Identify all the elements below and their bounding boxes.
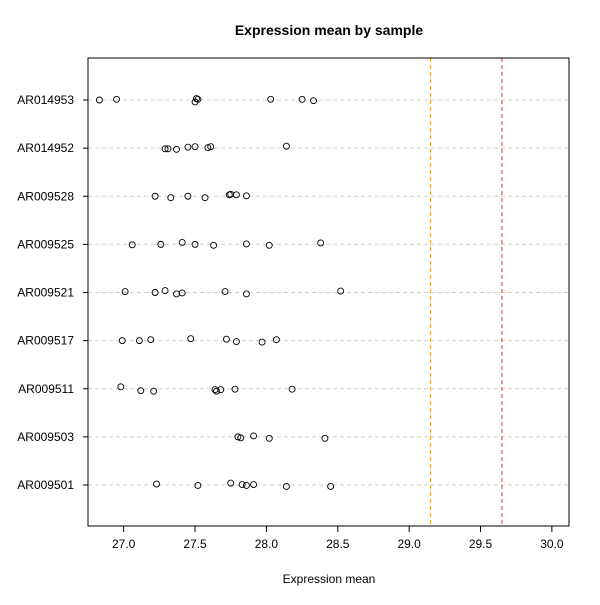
- data-point: [250, 481, 258, 488]
- data-point: [242, 240, 250, 248]
- data-point: [265, 241, 273, 249]
- data-point: [210, 241, 218, 249]
- x-tick-label: 27.0: [112, 537, 136, 551]
- data-point: [250, 432, 258, 440]
- data-point: [151, 289, 159, 296]
- data-point: [137, 387, 145, 395]
- data-point: [282, 482, 290, 490]
- data-point: [327, 482, 335, 490]
- data-point: [191, 240, 199, 248]
- y-tick-label: AR009503: [17, 430, 74, 444]
- data-point: [173, 290, 180, 298]
- data-point: [232, 338, 240, 346]
- data-point: [167, 194, 175, 202]
- data-point: [117, 383, 125, 391]
- data-point: [242, 192, 250, 200]
- data-point: [147, 336, 155, 344]
- data-point: [317, 239, 325, 247]
- data-point: [191, 143, 199, 151]
- data-point: [194, 95, 202, 103]
- data-point: [178, 238, 186, 246]
- data-point: [310, 97, 317, 105]
- data-point: [237, 434, 245, 442]
- y-tick-label: AR009525: [17, 237, 74, 251]
- x-tick-label: 30.0: [540, 537, 564, 551]
- data-point: [204, 144, 212, 152]
- data-point: [121, 288, 129, 295]
- points-layer: [95, 95, 345, 490]
- data-point: [184, 192, 192, 200]
- data-point: [232, 191, 240, 199]
- grid-layer: [88, 99, 569, 486]
- y-tick-label: AR009521: [17, 286, 74, 300]
- data-point: [242, 482, 250, 489]
- x-tick-label: 29.0: [397, 537, 421, 551]
- data-point: [231, 385, 239, 393]
- data-point: [288, 385, 296, 393]
- data-point: [153, 480, 160, 488]
- data-point: [161, 145, 169, 153]
- data-point: [258, 338, 266, 346]
- data-point: [184, 143, 192, 151]
- data-point: [217, 386, 225, 394]
- reference-lines-layer: [430, 58, 503, 526]
- data-point: [265, 434, 273, 442]
- y-tick-label: AR014953: [17, 93, 74, 107]
- x-tick-label: 28.5: [326, 537, 350, 551]
- data-point: [222, 335, 230, 343]
- data-point: [221, 288, 229, 295]
- y-tick-label: AR009511: [18, 382, 74, 396]
- data-point: [95, 96, 103, 104]
- data-point: [234, 433, 242, 441]
- data-point: [213, 387, 220, 395]
- y-tick-label: AR009501: [17, 478, 74, 492]
- data-point: [207, 143, 215, 151]
- data-point: [201, 194, 209, 202]
- data-point: [128, 241, 136, 249]
- data-point: [161, 287, 169, 295]
- data-point: [238, 481, 246, 488]
- data-point: [173, 145, 180, 153]
- data-point: [194, 482, 202, 489]
- x-axis: 27.0 27.5 28.0 28.5 29.0 29.5 30.0: [112, 526, 564, 551]
- y-axis: AR014953 AR014952 AR009528 AR009525 AR009521…: [17, 93, 88, 492]
- data-point: [113, 95, 120, 103]
- data-point: [187, 335, 195, 343]
- data-point: [272, 336, 280, 344]
- data-point: [135, 337, 143, 345]
- data-point: [298, 95, 306, 103]
- data-point: [211, 386, 219, 394]
- data-point: [150, 387, 158, 395]
- data-point: [267, 95, 275, 103]
- data-point: [227, 479, 235, 487]
- x-tick-label: 28.0: [255, 537, 279, 551]
- data-point: [321, 434, 329, 442]
- x-tick-label: 29.5: [469, 537, 493, 551]
- data-point: [282, 142, 290, 150]
- data-point: [157, 240, 165, 248]
- data-point: [151, 192, 159, 200]
- x-axis-label: Expression mean: [283, 572, 376, 586]
- y-tick-label: AR009528: [17, 189, 74, 203]
- y-tick-label: AR014952: [17, 141, 74, 155]
- data-point: [337, 287, 345, 295]
- data-point: [164, 145, 172, 153]
- x-tick-label: 27.5: [183, 537, 207, 551]
- chart-title: Expression mean by sample: [235, 22, 424, 38]
- data-point: [242, 290, 250, 298]
- data-point: [118, 337, 126, 345]
- data-point: [178, 289, 186, 297]
- y-tick-label: AR009517: [17, 334, 74, 348]
